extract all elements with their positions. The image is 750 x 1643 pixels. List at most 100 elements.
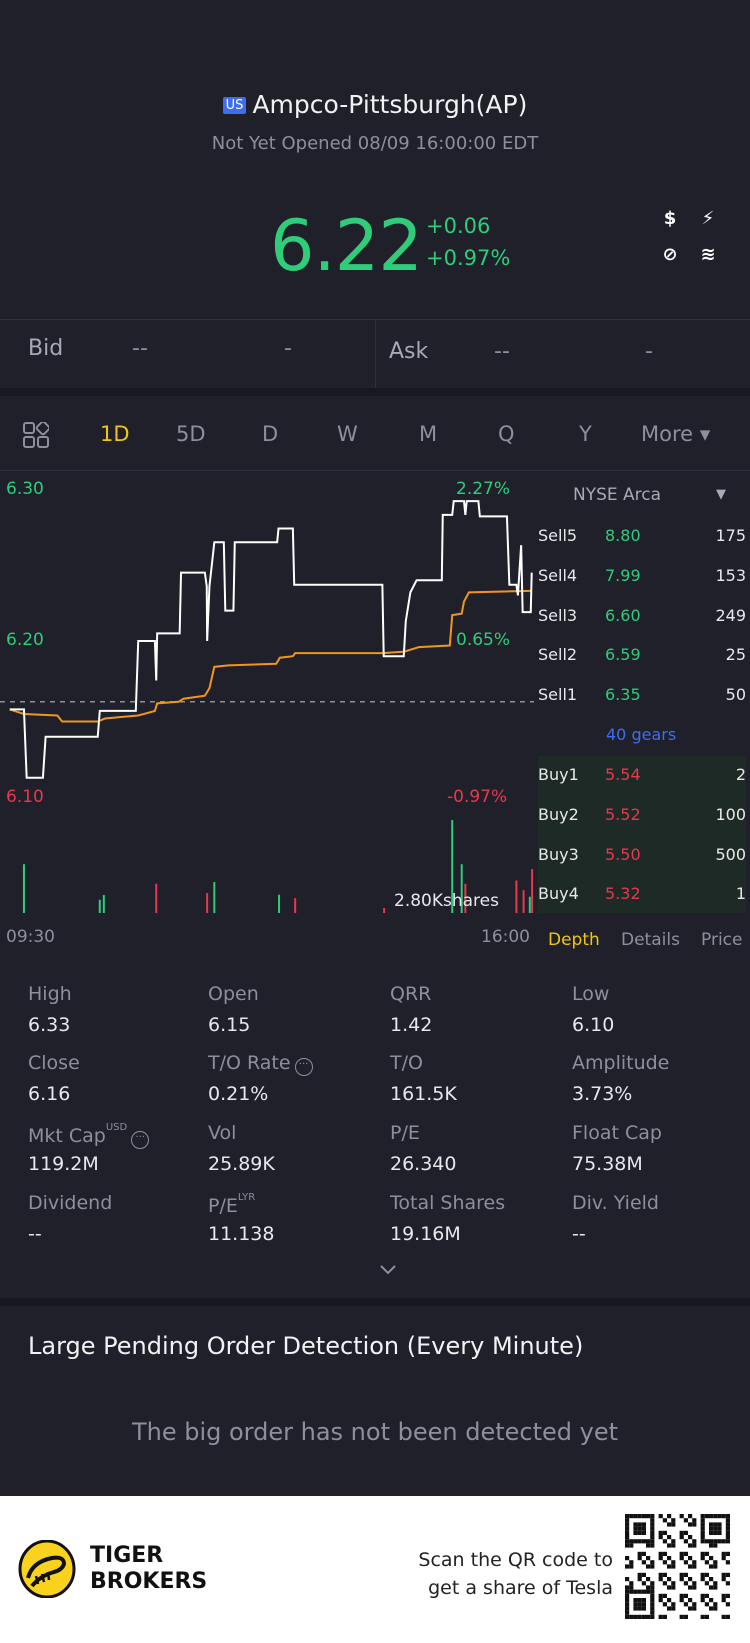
- bid-size: -: [284, 336, 292, 361]
- sell-level-row[interactable]: Sell1 6.35 50: [538, 677, 746, 713]
- info-icon[interactable]: ···: [294, 1058, 313, 1076]
- stat-label-text: High: [28, 983, 72, 1005]
- stat-label-text: Low: [572, 983, 610, 1005]
- level-label: Sell1: [538, 685, 578, 705]
- buy-level-row[interactable]: Buy4 5.32 1: [538, 876, 746, 912]
- stock-name: Ampco-Pittsburgh(AP): [252, 90, 528, 119]
- volume-bar: [155, 883, 158, 913]
- stat-value: 6.16: [28, 1083, 71, 1105]
- tab-5d[interactable]: 5D: [176, 422, 206, 446]
- stat-label: T/O: [390, 1052, 423, 1074]
- brand-name: TIGER BROKERS: [90, 1543, 207, 1595]
- expand-chevron-icon[interactable]: [378, 1262, 398, 1276]
- stat-label-text: Close: [28, 1052, 80, 1074]
- stat-value: 75.38M: [572, 1153, 643, 1175]
- level-price: 5.52: [605, 804, 641, 824]
- stat-label-text: Dividend: [28, 1192, 113, 1214]
- tiger-logo-icon: [18, 1539, 76, 1599]
- level-label: Sell2: [538, 645, 578, 665]
- stat-label: Total Shares: [390, 1192, 505, 1214]
- bid-price: --: [132, 336, 148, 361]
- lightning-icon[interactable]: ⚡: [701, 208, 715, 229]
- stat-label-text: P/E: [208, 1195, 238, 1217]
- stat-label: Open: [208, 983, 259, 1005]
- promo-line-1: Scan the QR code to: [418, 1549, 613, 1571]
- tab-q[interactable]: Q: [498, 422, 515, 446]
- level-price: 6.59: [605, 645, 641, 665]
- level-quantity: 249: [715, 605, 746, 625]
- stat-label: Dividend: [28, 1192, 112, 1214]
- tab-y[interactable]: Y: [579, 422, 592, 446]
- stat-value: 6.33: [28, 1014, 71, 1036]
- level-quantity: 2: [735, 765, 746, 784]
- ask-size: -: [645, 339, 653, 364]
- sell-level-row[interactable]: Sell3 6.60 249: [538, 598, 746, 634]
- buy-level-row[interactable]: Buy1 5.54 2: [538, 757, 746, 793]
- divider: [375, 320, 376, 388]
- buy-level-row[interactable]: Buy3 5.50 500: [538, 837, 746, 873]
- level-label: Buy3: [538, 844, 579, 864]
- volume-bar: [515, 880, 518, 913]
- y-label-top: 6.30: [6, 479, 44, 499]
- last-price: 6.22: [270, 205, 423, 287]
- tab-1d[interactable]: 1D: [100, 422, 130, 446]
- stat-label: Float Cap: [572, 1122, 662, 1144]
- dollar-icon[interactable]: $: [663, 208, 677, 229]
- stat-label-text: Float Cap: [572, 1122, 662, 1144]
- tab-m[interactable]: M: [419, 422, 438, 446]
- layout-grid-icon[interactable]: [23, 420, 51, 448]
- volume-bar: [522, 890, 525, 913]
- buy-level-row[interactable]: Buy2 5.52 100: [538, 797, 746, 833]
- volume-bar: [460, 864, 463, 913]
- exchange-select[interactable]: NYSE Arca: [573, 485, 662, 505]
- sell-level-row[interactable]: Sell2 6.59 25: [538, 637, 746, 673]
- tab-d[interactable]: D: [262, 422, 279, 446]
- tab-depth[interactable]: Depth: [548, 930, 600, 950]
- level-label: Buy1: [538, 765, 579, 784]
- price-change-percent: +0.97%: [426, 246, 511, 270]
- no-short-icon[interactable]: ⊘: [662, 244, 678, 265]
- stat-label: Low: [572, 983, 609, 1005]
- stat-value: 0.21%: [208, 1083, 269, 1105]
- us-market-badge: US: [222, 97, 247, 114]
- stat-superscript: USD: [105, 1122, 128, 1133]
- level-label: Buy2: [538, 804, 579, 824]
- stat-label: P/ELYR: [208, 1192, 255, 1217]
- promo-text: Scan the QR code to get a share of Tesla: [418, 1546, 613, 1602]
- stat-value: --: [28, 1223, 42, 1245]
- tab-details[interactable]: Details: [621, 930, 680, 950]
- large-order-message: The big order has not been detected yet: [131, 1418, 619, 1446]
- stat-value: 119.2M: [28, 1153, 99, 1175]
- tab-more[interactable]: More ▾: [641, 422, 711, 446]
- tab-price[interactable]: Price: [701, 930, 743, 950]
- gears-link[interactable]: 40 gears: [606, 725, 677, 744]
- level-quantity: 153: [715, 565, 746, 585]
- intraday-chart[interactable]: [0, 470, 540, 920]
- chevron-down-icon[interactable]: ▼: [716, 487, 726, 502]
- brand-line-2: BROKERS: [90, 1569, 208, 1594]
- x-label-end: 16:00: [481, 927, 530, 947]
- sell-level-row[interactable]: Sell4 7.99 153: [538, 558, 746, 594]
- x-label-start: 09:30: [6, 927, 55, 947]
- promo-line-2: get a share of Tesla: [428, 1577, 613, 1599]
- level-label: Sell4: [538, 565, 578, 585]
- y-label-mid: 6.20: [6, 630, 44, 650]
- stat-value: 3.73%: [572, 1083, 633, 1105]
- level-price: 8.80: [605, 526, 641, 545]
- stat-label-text: Vol: [208, 1122, 237, 1144]
- info-icon[interactable]: ···: [131, 1131, 150, 1149]
- stat-label: High: [28, 983, 72, 1005]
- volume-bar: [464, 883, 467, 913]
- stock-title: US Ampco-Pittsburgh(AP): [0, 90, 750, 119]
- layers-icon[interactable]: ≋: [700, 244, 716, 265]
- sell-level-row[interactable]: Sell5 8.80 175: [538, 518, 746, 554]
- stat-label-text: Open: [208, 983, 259, 1005]
- volume-bar: [528, 896, 531, 913]
- stat-label-text: P/E: [390, 1122, 420, 1144]
- tab-w[interactable]: W: [337, 422, 358, 446]
- level-quantity: 1: [735, 884, 746, 904]
- volume-bar: [206, 893, 209, 913]
- level-quantity: 25: [725, 645, 746, 665]
- level-price: 6.35: [605, 685, 641, 705]
- price-line: [9, 500, 533, 779]
